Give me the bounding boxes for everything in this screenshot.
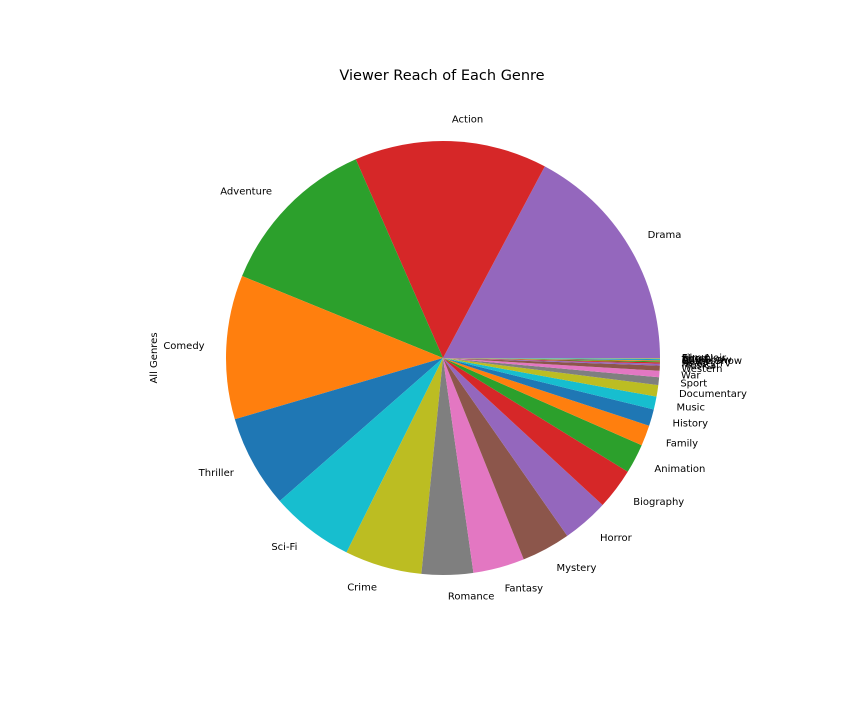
pie-label-sport: Sport <box>680 379 707 390</box>
pie-label-thriller: Thriller <box>198 468 235 479</box>
pie-label-western: Western <box>681 364 722 375</box>
pie-label-musical: Musical <box>682 360 719 371</box>
pie-slice-mystery <box>443 358 568 560</box>
pie-slice-fantasy <box>443 358 524 573</box>
pie-label-fantasy: Fantasy <box>505 584 544 595</box>
pie-label-reality-tv: Reality-TV <box>682 358 732 369</box>
pie-label-drama: Drama <box>648 230 682 241</box>
pie-slice-thriller <box>234 358 443 501</box>
pie-slice-game-show <box>443 358 660 362</box>
pie-label-news: News <box>682 357 709 368</box>
pie-label-romance: Romance <box>448 592 494 603</box>
y-axis-label: All Genres <box>149 332 160 383</box>
pie-slice-animation <box>443 358 642 472</box>
pie-slice-horror <box>443 358 603 536</box>
pie-slice-musical <box>443 358 660 366</box>
pie-label-history: History <box>673 419 709 430</box>
pie-slice-music <box>443 358 657 410</box>
pie-label-talk-show: Talk-Show <box>681 355 732 366</box>
pie-slice-family <box>443 358 650 446</box>
pie-label-game-show: Game-Show <box>682 356 742 367</box>
pie-slice-history <box>443 358 654 426</box>
pie-label-war: War <box>681 371 701 382</box>
pie-slice-sport <box>443 358 660 386</box>
pie-slice-romance <box>421 358 474 575</box>
pie-label-horror: Horror <box>600 533 633 544</box>
pie-label-music: Music <box>676 403 704 414</box>
pie-label-adventure: Adventure <box>220 186 272 197</box>
pie-label-sci-fi: Sci-Fi <box>271 542 297 553</box>
pie-label-family: Family <box>666 438 698 449</box>
pie-slice-documentary <box>443 358 659 397</box>
pie-slice-comedy <box>225 276 443 420</box>
pie-label-action: Action <box>452 114 483 125</box>
pie-label-crime: Crime <box>347 582 377 593</box>
pie-slice-adventure <box>242 159 443 358</box>
pie-label-short: Short <box>682 354 709 365</box>
pie-slice-action <box>355 141 545 358</box>
pie-slice-crime <box>346 358 443 574</box>
pie-label-comedy: Comedy <box>163 341 204 352</box>
pie-label-adult: Adult <box>682 354 708 365</box>
pie-slice-talk-show <box>443 358 660 361</box>
pie-label-biography: Biography <box>633 497 684 508</box>
pie-label-documentary: Documentary <box>679 389 747 400</box>
pie-slice-war <box>443 358 660 378</box>
pie-slice-sci-fi <box>279 358 443 553</box>
pie-slice-adult <box>443 358 660 360</box>
chart-title: Viewer Reach of Each Genre <box>339 68 544 84</box>
pie-label-mystery: Mystery <box>557 563 597 574</box>
pie-slice-drama <box>443 166 660 358</box>
pie-label-animation: Animation <box>654 464 705 475</box>
pie-slice-western <box>443 358 660 371</box>
pie-slices <box>225 141 661 575</box>
pie-label-film-noir: Film-Noir <box>682 353 727 364</box>
pie-slice-biography <box>443 358 628 506</box>
pie-slice-news <box>443 358 660 363</box>
pie-slice-short <box>443 358 661 359</box>
pie-slice-reality-tv <box>443 358 660 364</box>
pie-labels: Drama Action Adventure Comedy Thriller Sci-Fi… <box>163 114 747 602</box>
